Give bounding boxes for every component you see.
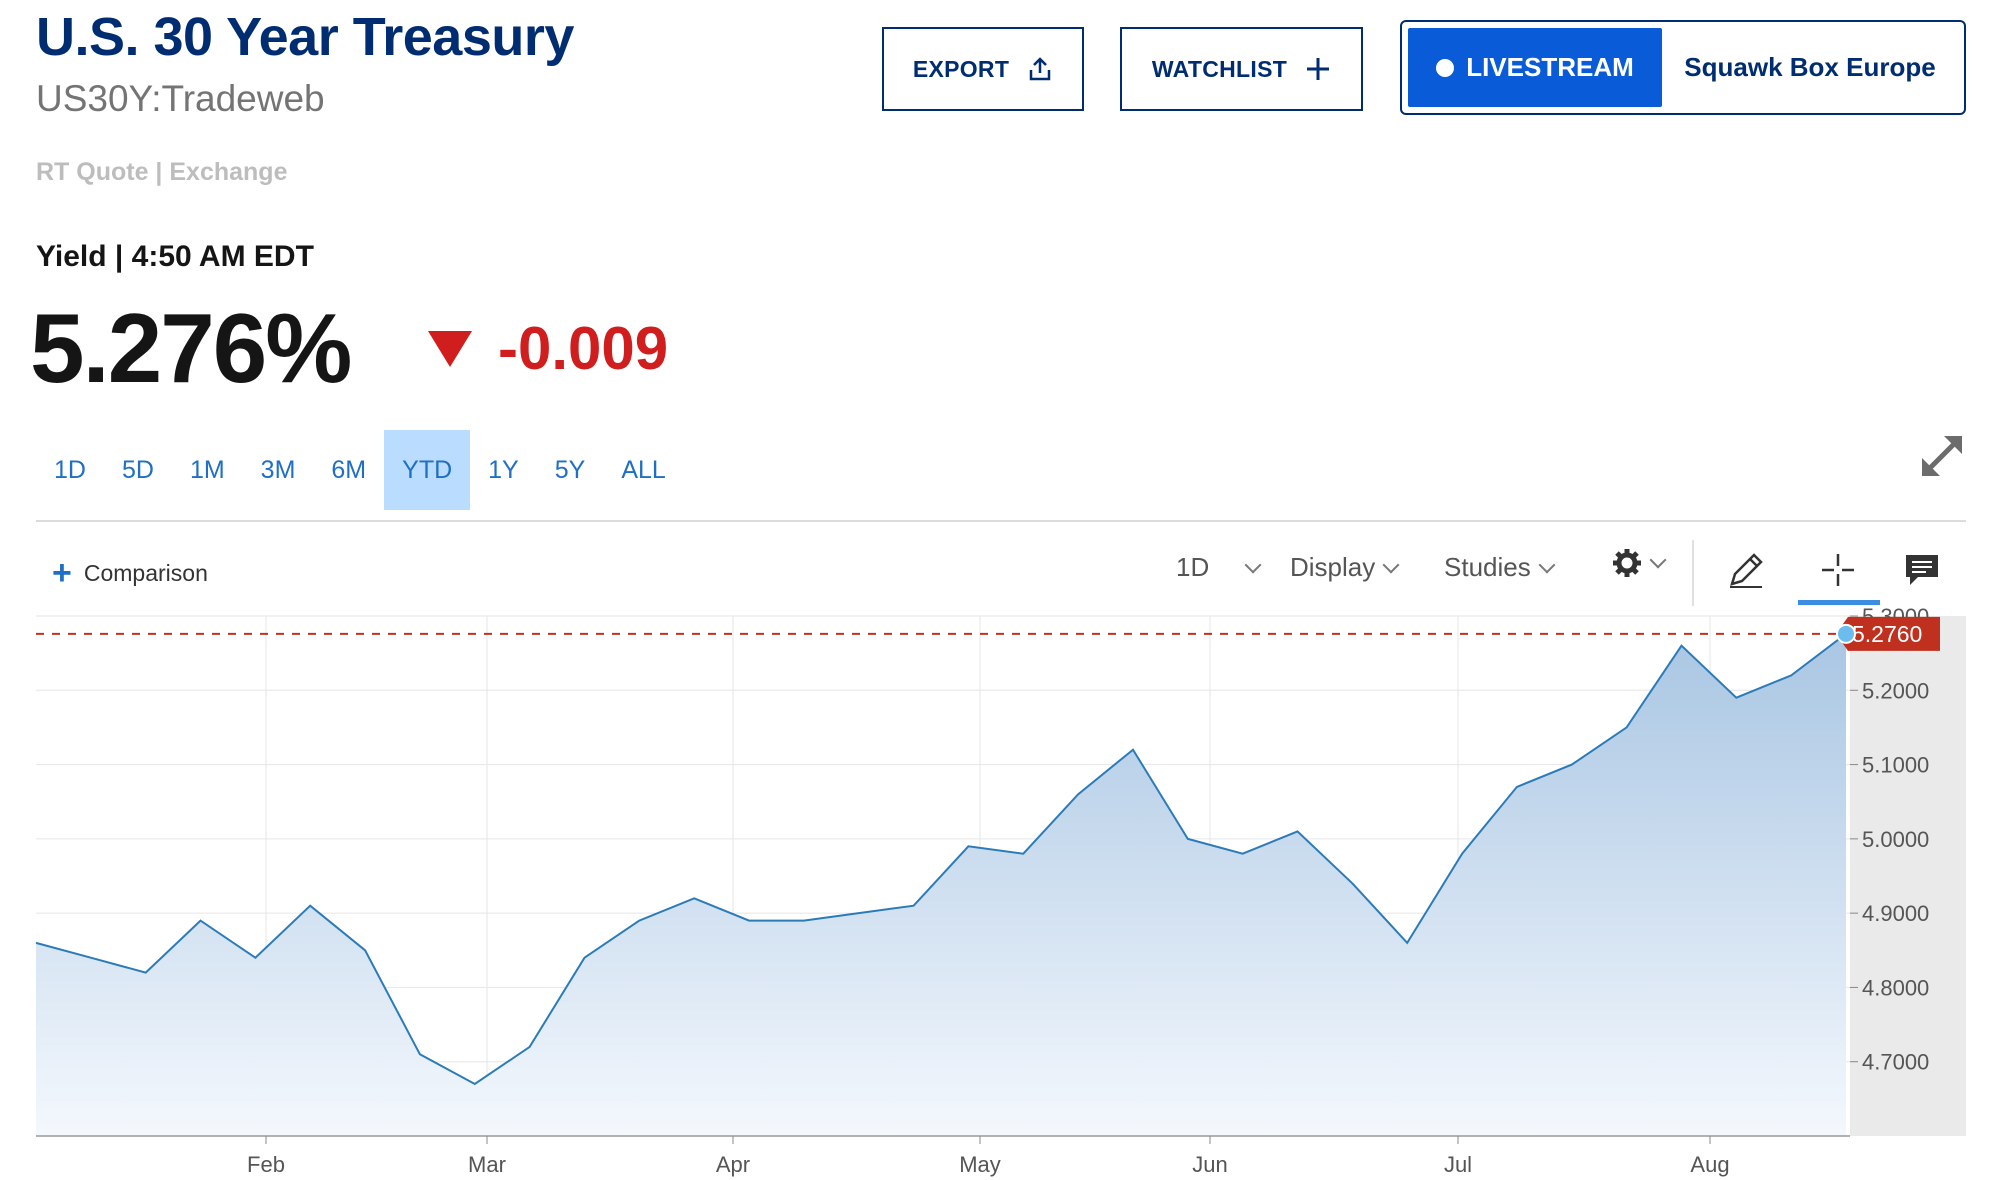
watchlist-button[interactable]: WATCHLIST	[1120, 27, 1363, 111]
range-1d[interactable]: 1D	[54, 455, 86, 484]
interval-dropdown[interactable]: 1D	[1176, 552, 1262, 583]
range-all[interactable]: ALL	[621, 455, 666, 484]
livestream-show-link[interactable]: Squawk Box Europe	[1684, 52, 1936, 82]
range-5y[interactable]: 5Y	[554, 455, 586, 484]
yield-chart[interactable]: Feb Mar Apr May Jun Jul Aug 4.7000 4.8000 4.9000…	[0, 600, 1992, 1180]
range-ytd[interactable]: YTD	[384, 430, 471, 510]
watchlist-label: WATCHLIST	[1151, 55, 1288, 82]
x-tick-label: Apr	[716, 1152, 750, 1177]
studies-dropdown[interactable]: Studies	[1444, 552, 1556, 583]
x-tick-label: May	[959, 1152, 1001, 1177]
page-title: U.S. 30 Year Treasury	[36, 7, 574, 67]
annotation-tool-button[interactable]	[1892, 540, 1952, 600]
y-tick-label: 5.0000	[1862, 827, 1929, 852]
yield-value: 5.276%	[30, 293, 352, 403]
chevron-down-icon	[1649, 551, 1667, 569]
section-divider	[36, 520, 1966, 522]
yield-timestamp: Yield | 4:50 AM EDT	[36, 240, 314, 273]
export-button[interactable]: EXPORT	[882, 27, 1084, 111]
export-label: EXPORT	[912, 55, 1010, 82]
livestream-label: LIVESTREAM	[1466, 52, 1634, 82]
quote-source: RT Quote | Exchange	[36, 158, 288, 186]
livestream-widget: LIVESTREAM Squawk Box Europe	[1400, 20, 1966, 115]
studies-label: Studies	[1444, 552, 1531, 582]
x-tick-label: Mar	[468, 1152, 506, 1177]
comparison-label: Comparison	[83, 559, 208, 586]
crosshair-icon	[1822, 554, 1854, 586]
range-1m[interactable]: 1M	[189, 455, 225, 484]
change-value: -0.009	[498, 315, 669, 382]
range-3m[interactable]: 3M	[260, 455, 296, 484]
expand-icon[interactable]	[1914, 428, 1970, 484]
yield-area	[36, 633, 1846, 1136]
draw-tool-button[interactable]	[1716, 540, 1776, 600]
comparison-button[interactable]: + Comparison	[52, 556, 208, 590]
gear-icon	[1613, 549, 1641, 577]
range-1y[interactable]: 1Y	[488, 455, 519, 484]
ticker-symbol: US30Y:Tradeweb	[36, 78, 325, 119]
y-tick-label: 5.2000	[1862, 678, 1929, 703]
y-axis-panel	[1850, 616, 1966, 1136]
range-6m[interactable]: 6M	[331, 455, 367, 484]
display-label: Display	[1290, 552, 1376, 582]
chevron-down-icon	[1382, 556, 1400, 573]
livestream-button[interactable]: LIVESTREAM	[1408, 28, 1662, 107]
change-indicator: -0.009	[428, 314, 668, 383]
current-value-tag	[1836, 616, 1940, 651]
chevron-down-icon	[1244, 556, 1262, 573]
range-5d[interactable]: 5D	[121, 455, 154, 484]
y-tick-label: 5.1000	[1862, 753, 1929, 778]
settings-dropdown[interactable]	[1612, 548, 1667, 578]
x-axis-ticks: Feb Mar Apr May Jun Jul Aug	[247, 1136, 1730, 1177]
y-tick-label: 4.8000	[1862, 975, 1929, 1000]
x-tick-label: Jun	[1192, 1152, 1227, 1177]
live-dot-icon	[1436, 58, 1455, 77]
crosshair-tool-button[interactable]	[1808, 540, 1868, 600]
plus-icon	[1307, 58, 1330, 80]
display-dropdown[interactable]: Display	[1290, 552, 1400, 583]
yield-line	[35, 633, 1847, 1086]
y-tick-label: 4.7000	[1862, 1050, 1929, 1075]
plus-icon: +	[52, 554, 72, 592]
current-value-dot	[1836, 623, 1856, 644]
y-axis-ticks: 4.70004.80004.90005.00005.10005.20005.30…	[1850, 604, 1929, 1075]
comment-icon	[1906, 555, 1938, 585]
toolbar-separator	[1692, 540, 1694, 606]
share-icon	[1029, 57, 1051, 81]
current-value-label: 5.2760	[1852, 621, 1922, 647]
x-tick-label: Jul	[1444, 1152, 1472, 1177]
chevron-down-icon	[1538, 556, 1556, 573]
current-value-marker: 5.2760	[1836, 616, 1940, 651]
x-tick-label: Aug	[1690, 1152, 1729, 1177]
x-tick-label: Feb	[247, 1152, 285, 1177]
active-tool-indicator	[1798, 600, 1880, 605]
down-arrow-icon	[428, 330, 472, 367]
time-range-selector: 1D 5D 1M 3M 6M YTD 1Y 5Y ALL	[36, 430, 684, 510]
pencil-icon	[1730, 553, 1763, 588]
interval-label: 1D	[1176, 552, 1210, 582]
y-tick-label: 4.9000	[1862, 901, 1929, 926]
